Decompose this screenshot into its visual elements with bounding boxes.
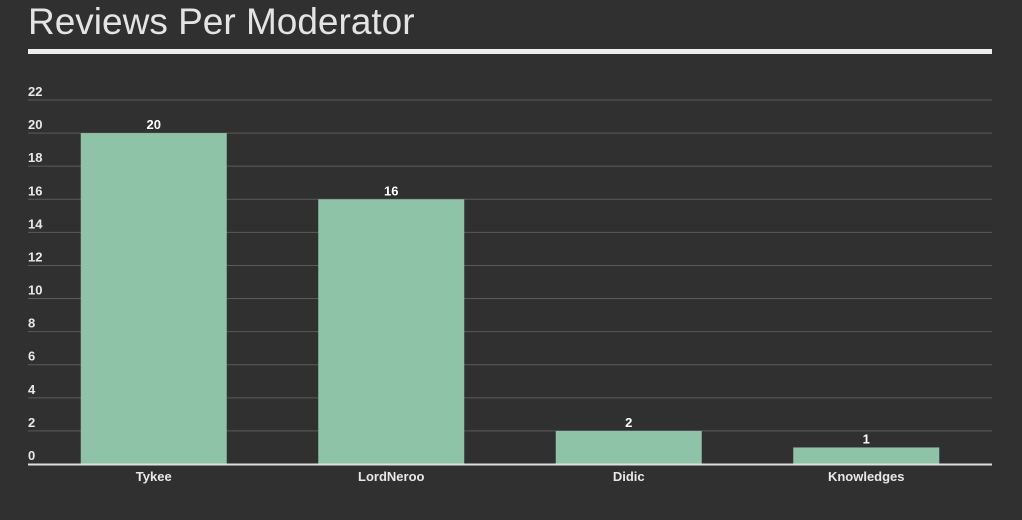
bar-knowledges: [793, 447, 940, 464]
bar-tykee: [80, 133, 227, 464]
x-tick-label: Tykee: [136, 469, 172, 484]
y-tick-label: 2: [28, 415, 35, 430]
x-tick-label: Knowledges: [828, 469, 905, 484]
bars: [80, 133, 940, 465]
data-labels: 20 16 2 1: [147, 117, 870, 446]
y-tick-label: 14: [28, 216, 43, 231]
chart-title: Reviews Per Moderator: [28, 1, 415, 42]
y-tick-label: 16: [28, 183, 42, 198]
data-label: 2: [625, 415, 632, 430]
bar-lordneroo: [318, 199, 465, 465]
y-tick-label: 18: [28, 150, 42, 165]
y-tick-label: 22: [28, 84, 42, 99]
y-tick-label: 12: [28, 249, 42, 264]
bar-didic: [555, 430, 702, 464]
x-tick-label: LordNeroo: [358, 469, 425, 484]
title-underline: [28, 49, 992, 54]
data-label: 16: [384, 183, 398, 198]
y-tick-label: 8: [28, 316, 35, 331]
x-tick-labels: Tykee LordNeroo Didic Knowledges: [136, 469, 905, 484]
data-label: 1: [863, 431, 870, 446]
x-tick-label: Didic: [613, 469, 645, 484]
y-tick-label: 0: [28, 448, 35, 463]
y-tick-label: 4: [28, 382, 36, 397]
data-label: 20: [147, 117, 161, 132]
y-tick-label: 20: [28, 117, 42, 132]
y-tick-label: 10: [28, 283, 42, 298]
y-tick-label: 6: [28, 349, 35, 364]
y-tick-labels: 0 2 4 6 8 10 12 14 16 18 20 22: [28, 84, 43, 463]
